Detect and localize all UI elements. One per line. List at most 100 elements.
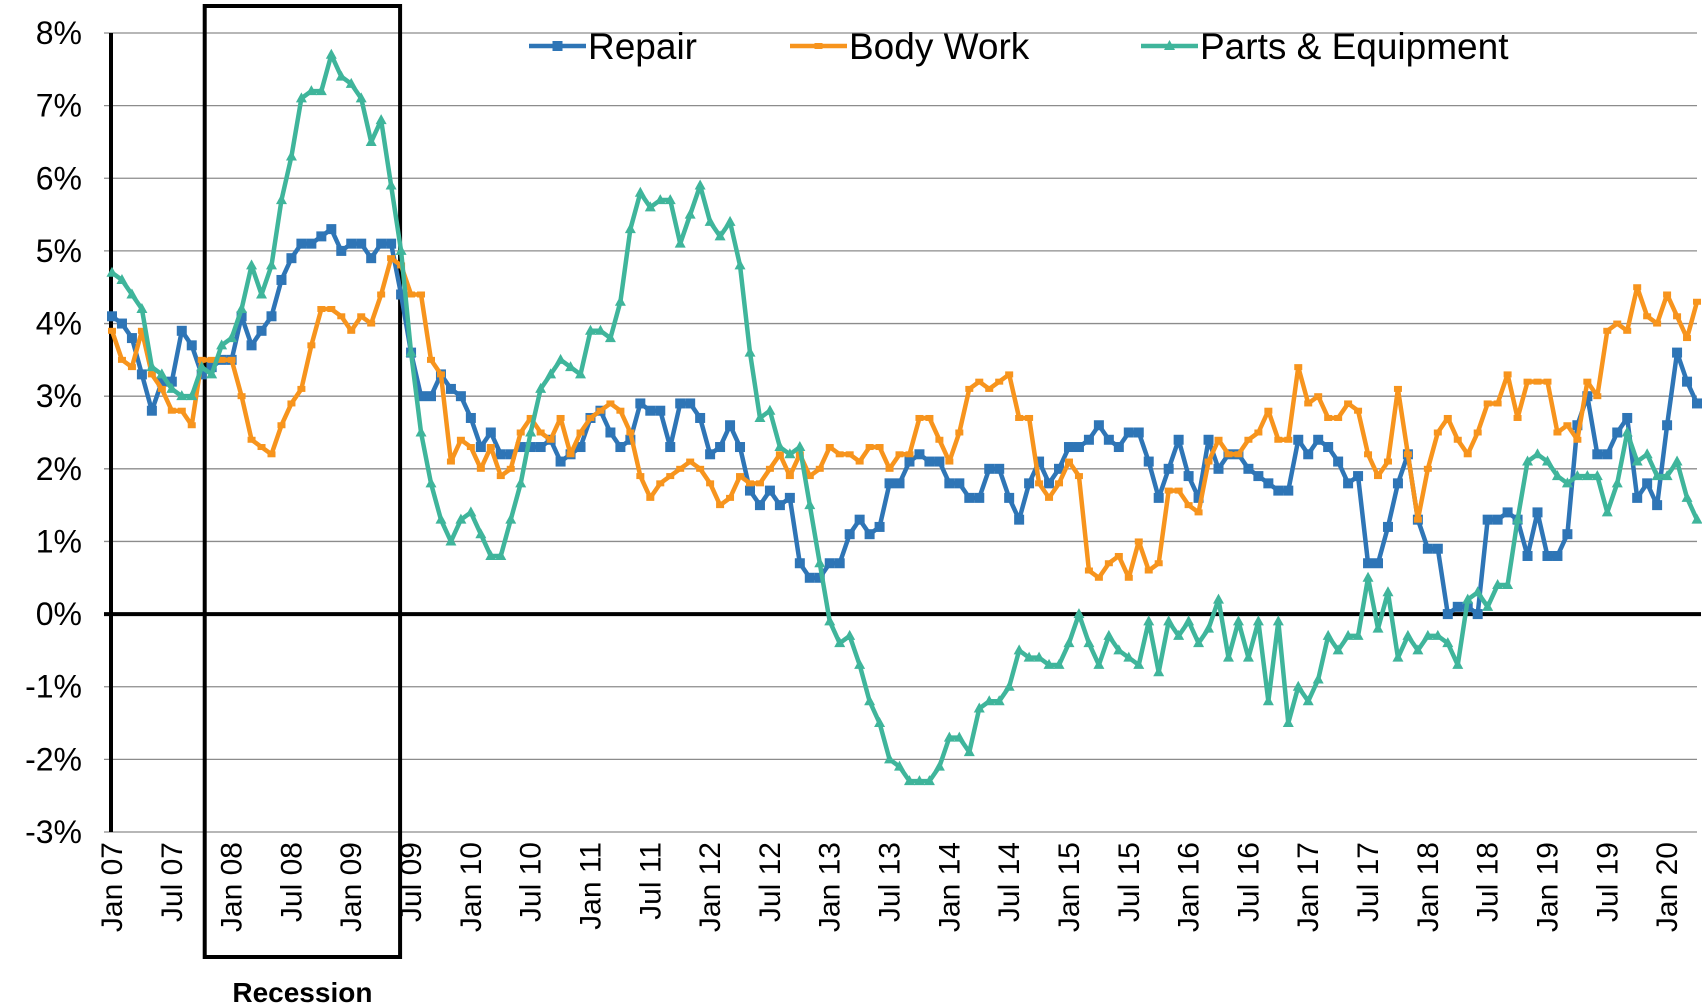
data-point	[754, 500, 765, 511]
data-point	[644, 201, 656, 212]
data-point	[387, 255, 396, 262]
data-point	[784, 492, 795, 503]
data-point	[1502, 507, 1513, 518]
data-point	[176, 390, 188, 401]
data-point	[855, 458, 864, 465]
data-point	[1184, 502, 1193, 509]
data-point	[934, 456, 945, 467]
y-tick-label: 1%	[36, 523, 82, 559]
data-point	[525, 442, 536, 453]
data-point	[256, 288, 268, 299]
data-point	[1652, 500, 1663, 511]
data-point	[714, 230, 726, 241]
data-point	[1651, 470, 1663, 481]
data-point	[1462, 593, 1474, 604]
data-point	[645, 405, 656, 416]
x-tick-label: Jul 15	[1113, 842, 1146, 922]
legend-marker	[1164, 40, 1175, 50]
data-point	[1025, 414, 1034, 421]
data-point	[1173, 629, 1185, 640]
data-point	[1154, 560, 1163, 567]
data-point	[1463, 451, 1472, 458]
data-point	[1641, 448, 1653, 459]
data-point	[953, 731, 965, 742]
x-tick-label: Jul 19	[1591, 842, 1624, 922]
data-point	[1482, 514, 1493, 525]
data-point	[615, 442, 626, 453]
data-point	[1243, 463, 1254, 474]
data-point	[1023, 651, 1035, 662]
data-point	[1561, 477, 1573, 488]
annotation: Recession	[232, 977, 372, 1008]
x-tick-label: Jul 13	[874, 842, 907, 922]
data-point	[485, 427, 496, 438]
data-point	[1403, 451, 1412, 458]
data-point	[1094, 574, 1103, 581]
data-point	[246, 340, 257, 351]
data-point	[1015, 414, 1024, 421]
data-point	[993, 695, 1005, 706]
data-point	[596, 407, 605, 414]
data-point	[515, 477, 527, 488]
data-point	[1681, 491, 1693, 502]
series-line	[110, 52, 1700, 784]
data-point	[824, 558, 835, 569]
data-point	[357, 313, 366, 320]
data-point	[1093, 420, 1104, 431]
data-point	[187, 422, 196, 429]
data-point	[1362, 571, 1374, 582]
data-point	[286, 253, 297, 264]
data-point	[395, 244, 407, 255]
data-point	[556, 414, 565, 421]
data-point	[1064, 458, 1073, 465]
data-point	[784, 448, 796, 459]
y-tick-label: -2%	[25, 741, 82, 777]
data-point	[1113, 442, 1124, 453]
series	[108, 255, 1701, 581]
x-tick-label: Jan 10	[455, 842, 488, 932]
data-point	[325, 48, 337, 59]
series	[107, 224, 1702, 620]
data-point	[844, 629, 856, 640]
legend-label: Repair	[588, 26, 697, 67]
x-tick-label: Jan 09	[335, 842, 368, 932]
data-point	[496, 473, 505, 480]
data-point	[1133, 427, 1144, 438]
data-point	[1055, 480, 1064, 487]
data-point	[1293, 434, 1304, 445]
data-point	[634, 186, 646, 197]
data-point	[1633, 284, 1642, 291]
data-point	[985, 385, 994, 392]
data-point	[536, 429, 545, 436]
data-point	[277, 422, 286, 429]
data-point	[865, 444, 874, 451]
data-point	[1572, 420, 1583, 431]
data-point	[166, 382, 178, 393]
data-point	[1563, 422, 1572, 429]
data-point	[127, 364, 136, 371]
data-point	[874, 717, 886, 728]
data-point	[1262, 695, 1274, 706]
data-point	[1303, 449, 1314, 460]
data-point	[1593, 393, 1602, 400]
data-point	[525, 426, 537, 437]
y-tick-label: 3%	[36, 378, 82, 414]
data-point	[285, 150, 297, 161]
data-point	[1153, 666, 1165, 677]
data-point	[287, 400, 296, 407]
data-point	[1513, 414, 1522, 421]
data-point	[754, 411, 766, 422]
data-point	[505, 449, 516, 460]
x-tick-label: Jan 12	[694, 842, 727, 932]
data-point	[257, 444, 266, 451]
data-point	[814, 572, 825, 583]
data-point	[347, 327, 356, 334]
data-point	[485, 549, 497, 560]
data-point	[844, 529, 855, 540]
data-point	[725, 420, 736, 431]
x-tick-label: Jul 17	[1352, 842, 1385, 922]
data-point	[445, 383, 456, 394]
data-point	[715, 442, 726, 453]
data-point	[1432, 543, 1443, 554]
data-point	[146, 405, 157, 416]
